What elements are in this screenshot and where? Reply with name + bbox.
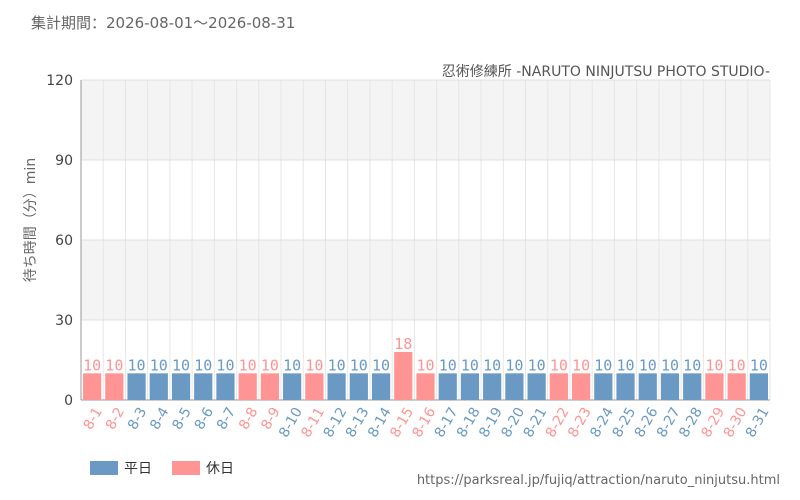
bar (283, 373, 302, 400)
bar (549, 373, 568, 400)
data-label: 10 (261, 356, 279, 374)
bar (305, 373, 324, 400)
x-tick-label: 8-8 (236, 405, 261, 433)
x-tick-label: 8-7 (214, 405, 239, 433)
data-label: 10 (372, 356, 390, 374)
data-label: 10 (505, 356, 523, 374)
bar (238, 373, 257, 400)
data-label: 10 (105, 356, 123, 374)
bar (594, 373, 613, 400)
x-tick-label: 8-6 (192, 405, 217, 433)
y-tick-label: 90 (55, 153, 73, 169)
legend-swatch-weekday (90, 461, 118, 475)
data-label: 10 (461, 356, 479, 374)
bar (371, 373, 391, 400)
data-label: 10 (639, 356, 657, 374)
y-tick-label: 120 (46, 73, 73, 89)
x-tick-label: 8-1 (81, 405, 106, 433)
y-tick-label: 0 (64, 393, 73, 409)
data-label: 10 (483, 356, 501, 374)
data-label: 10 (416, 356, 434, 374)
data-label: 10 (128, 356, 146, 374)
data-label: 10 (172, 356, 190, 374)
data-label: 10 (350, 356, 368, 374)
plot-band (81, 240, 770, 320)
data-label: 18 (394, 335, 412, 353)
data-label: 10 (661, 356, 679, 374)
bar (460, 373, 480, 400)
data-label: 10 (83, 356, 101, 374)
bar (349, 373, 368, 400)
x-tick-label: 8-2 (103, 405, 128, 433)
data-label: 10 (328, 356, 346, 374)
bar (683, 373, 702, 400)
data-label: 10 (728, 356, 746, 374)
data-label: 10 (683, 356, 701, 374)
source-url: https://parksreal.jp/fujiq/attraction/na… (416, 473, 780, 488)
attraction-title: 忍術修練所 -NARUTO NINJUTSU PHOTO STUDIO- (441, 64, 770, 80)
bar (749, 373, 768, 400)
bar (416, 373, 435, 400)
data-label: 10 (439, 356, 457, 374)
bar (171, 373, 191, 400)
data-label: 10 (150, 356, 168, 374)
bar (438, 373, 457, 400)
data-label: 10 (572, 356, 590, 374)
bar (571, 373, 591, 400)
data-label: 10 (283, 356, 301, 374)
x-tick-label: 8-4 (147, 405, 172, 433)
x-tick-label: 8-5 (169, 405, 194, 433)
data-label: 10 (750, 356, 768, 374)
y-tick-label: 30 (55, 313, 73, 329)
y-tick-label: 60 (55, 233, 73, 249)
plot-band (81, 160, 770, 240)
data-label: 10 (528, 356, 546, 374)
data-label: 10 (594, 356, 612, 374)
legend-swatch-holiday (172, 461, 200, 475)
data-label: 10 (216, 356, 234, 374)
data-label: 10 (305, 356, 323, 374)
x-tick-label: 8-31 (743, 405, 773, 441)
bar (327, 373, 346, 400)
bar (616, 373, 635, 400)
legend: 平日 休日 (90, 458, 234, 478)
bar (483, 373, 502, 400)
legend-item-holiday: 休日 (172, 458, 234, 478)
legend-item-weekday: 平日 (90, 458, 152, 478)
bar (127, 373, 146, 400)
data-label: 10 (239, 356, 257, 374)
bar (705, 373, 724, 400)
bar (394, 352, 413, 400)
data-label: 10 (617, 356, 635, 374)
period-text: 集計期間：2026-08-01～2026-08-31 (31, 14, 296, 32)
bar (149, 373, 168, 400)
bar (83, 373, 102, 400)
x-tick-label: 8-3 (125, 405, 150, 433)
bar (105, 373, 124, 400)
bar (260, 373, 280, 400)
data-label: 10 (194, 356, 212, 374)
bar (194, 373, 213, 400)
bar (638, 373, 657, 400)
data-label: 10 (705, 356, 723, 374)
bar (660, 373, 680, 400)
bar (727, 373, 746, 400)
legend-label-weekday: 平日 (124, 461, 152, 477)
data-label: 10 (550, 356, 568, 374)
legend-label-holiday: 休日 (206, 461, 234, 477)
bar (216, 373, 235, 400)
bar (505, 373, 524, 400)
plot-band (81, 80, 770, 160)
bar (527, 373, 546, 400)
